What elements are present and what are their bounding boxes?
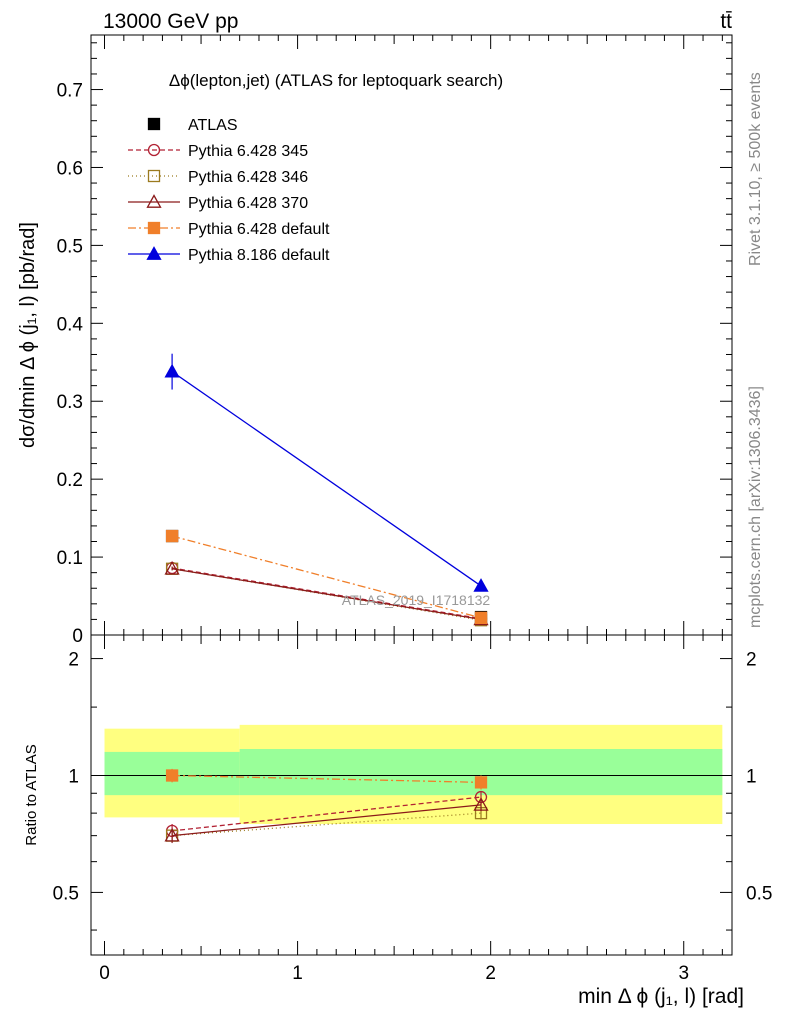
legend-marker-pythia-6-428-345	[147, 143, 161, 157]
main-y-tick-label: 0.6	[57, 158, 83, 179]
ratio-line-pythia-6-428-default	[172, 774, 482, 784]
main-point-pythia-8-186-default	[473, 578, 489, 592]
legend-label-atlas: ATLAS	[188, 117, 238, 134]
legend-label-pythia-6-428-370: Pythia 6.428 370	[188, 195, 308, 212]
main-panel: 0 0.1 0.2 0.3 0.4 0.5 0.6 0.7 Δϕ(lepton,jet) (A…	[17, 34, 733, 647]
x-tick-label: 1	[292, 963, 303, 984]
ratio-y-tick-label: 2	[68, 650, 79, 671]
ratio-point-pythia-6-428-370	[164, 827, 180, 842]
ratio-line-pythia-6-428-370	[172, 804, 482, 837]
ratio-series-pythia-6-428-370	[164, 797, 489, 844]
ratio-y-axis-label: Ratio to ATLAS	[23, 744, 40, 845]
ratio-plot-area	[91, 724, 732, 844]
main-y-tick-label: 0	[72, 626, 83, 647]
ratio-point-pythia-6-428-default	[165, 769, 179, 782]
chart-title: Δϕ(lepton,jet) (ATLAS for leptoquark sea…	[169, 71, 503, 90]
ratio-series-pythia-6-428-default	[165, 768, 488, 790]
legend-marker-pythia-6-428-370	[146, 194, 162, 208]
ratio-axis-ticks	[91, 635, 732, 955]
main-y-tick-label: 0.7	[57, 81, 83, 102]
x-tick-labels: 0 1 2 3	[99, 963, 689, 984]
ratio-point-pythia-6-428-370	[473, 797, 489, 811]
legend-label-pythia-6-428-345: Pythia 6.428 345	[188, 143, 308, 160]
ratio-y-tick-label-right: 0.5	[746, 883, 772, 904]
main-series-pythia-8-186-default	[164, 353, 489, 592]
mcplots-label: mcplots.cern.ch [arXiv:1306.3436]	[747, 386, 764, 628]
legend: ATLAS Pythia 6.428 345 Pythia 6.428 346 Pyt…	[128, 117, 330, 264]
rivet-label: Rivet 3.1.10, ≥ 500k events	[747, 72, 764, 266]
legend-label-pythia-6-428-default: Pythia 6.428 default	[188, 221, 330, 238]
legend-label-pythia-6-428-346: Pythia 6.428 346	[188, 169, 308, 186]
energy-label: 13000 GeV pp	[103, 10, 238, 33]
x-tick-label: 2	[485, 963, 496, 984]
legend-marker-pythia-6-428-346	[147, 169, 161, 183]
ratio-point-pythia-6-428-default	[474, 776, 488, 789]
main-series-atlas	[165, 529, 488, 624]
watermark-label: ATLAS_2019_I1718132	[342, 592, 491, 608]
main-y-tick-label: 0.3	[57, 392, 83, 413]
ratio-y-tick-labels: 0.5 0.5 1 1 2 2	[53, 650, 773, 905]
main-y-tick-label: 0.2	[57, 470, 83, 491]
main-line-pythia-6-428-345	[171, 567, 482, 620]
ratio-line-pythia-6-428-345	[172, 796, 482, 832]
main-point-pythia-6-428-default	[474, 611, 488, 625]
main-point-pythia-8-186-default	[164, 363, 180, 378]
legend-marker-pythia-8-186-default	[146, 246, 162, 260]
main-y-tick-labels: 0 0.1 0.2 0.3 0.4 0.5 0.6 0.7	[57, 81, 84, 647]
main-line-pythia-6-428-default	[171, 535, 482, 619]
ratio-frame	[90, 634, 733, 956]
ratio-panel: 0.5 0.5 1 1 2 2 0 1 2 3 Ratio to ATLAS min Δ ϕ (…	[23, 634, 773, 1008]
x-tick-label: 0	[99, 963, 110, 984]
main-line-pythia-8-186-default	[171, 371, 482, 587]
main-y-tick-label: 0.1	[57, 548, 83, 569]
x-axis-label: min Δ ϕ (j₁, l) [rad]	[578, 985, 744, 1008]
ratio-y-tick-label: 1	[68, 766, 79, 787]
main-series-pythia-6-428-default	[165, 529, 488, 625]
ratio-y-tick-label-right: 1	[746, 766, 757, 787]
ratio-y-tick-label: 0.5	[53, 883, 79, 904]
main-point-pythia-6-428-default	[165, 529, 179, 543]
legend-marker-pythia-6-428-default	[147, 221, 161, 235]
main-y-tick-label: 0.4	[57, 314, 84, 335]
legend-label-pythia-8-186-default: Pythia 8.186 default	[188, 247, 330, 264]
ratio-y-tick-label-right: 2	[746, 650, 757, 671]
process-label: tt̄	[720, 10, 732, 33]
main-point-pythia-6-428-370	[164, 560, 180, 575]
main-y-tick-label: 0.5	[57, 236, 83, 257]
legend-marker-atlas	[147, 117, 161, 131]
main-line-pythia-6-428-370	[171, 568, 482, 621]
main-axis-ticks	[91, 35, 732, 636]
x-tick-label: 3	[678, 963, 689, 984]
main-plot-area	[164, 353, 489, 627]
main-y-axis-label: dσ/dmin Δ ϕ (j₁, l) [pb/rad]	[17, 222, 39, 448]
